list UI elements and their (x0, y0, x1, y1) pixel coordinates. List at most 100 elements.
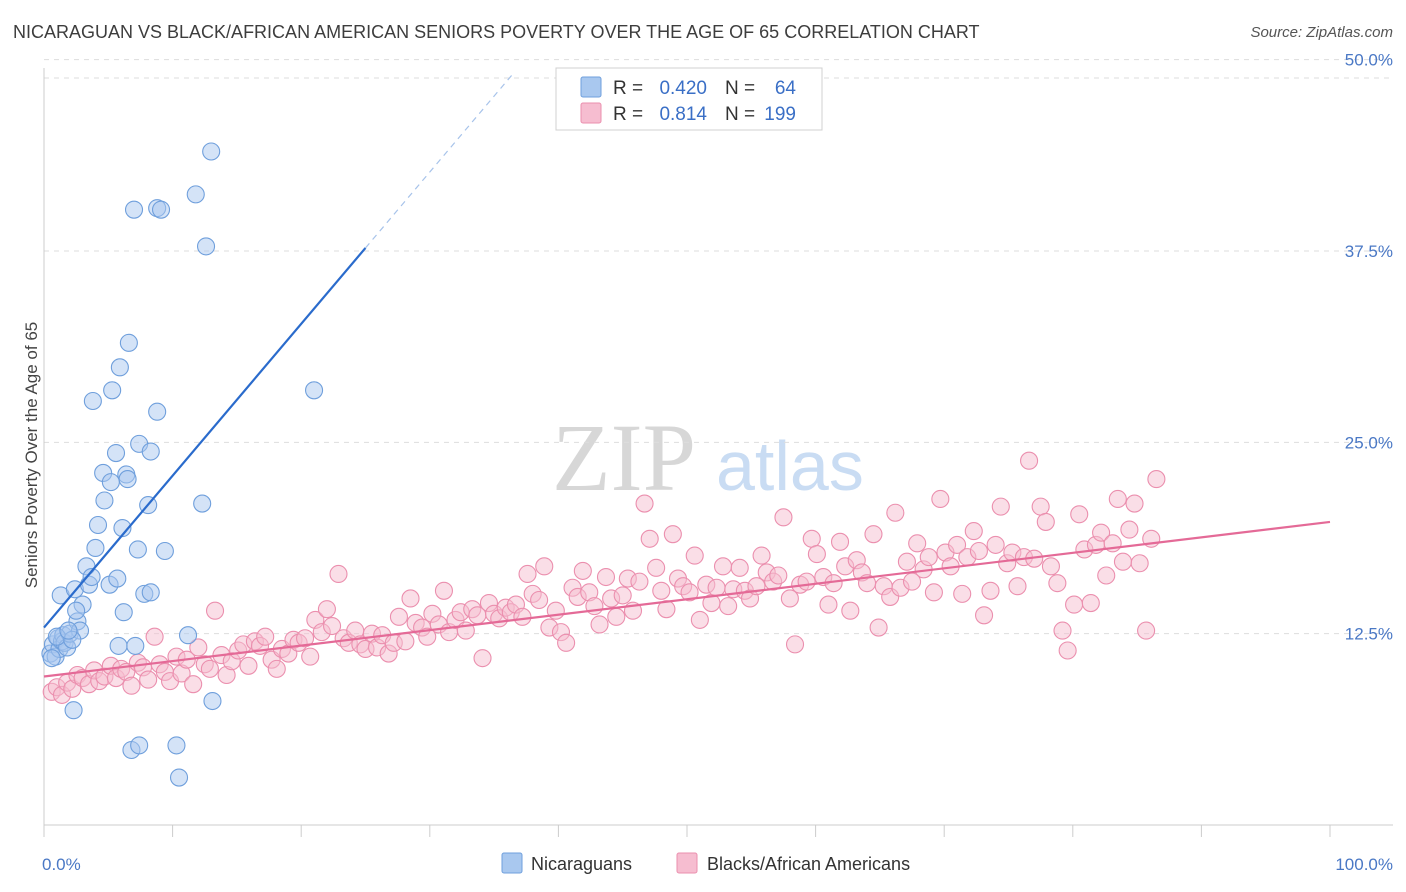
y-tick-label: 25.0% (1345, 433, 1393, 452)
blacks-point (830, 532, 850, 551)
blacks-point (969, 541, 988, 561)
blacks-point (317, 600, 336, 619)
y-axis-label: Seniors Poverty Over the Age of 65 (22, 322, 41, 588)
blacks-point (1097, 566, 1116, 585)
blacks-point (931, 489, 950, 509)
series-blacks-african-americans (42, 451, 1166, 704)
blacks-point (296, 629, 315, 648)
blacks-point (897, 552, 916, 571)
blacks-point (780, 589, 799, 608)
series-nicaraguans (41, 142, 324, 787)
blacks-point (690, 610, 709, 629)
series-legend-swatch-nicaraguans (501, 852, 523, 874)
blacks-point (518, 564, 537, 584)
blacks-point (189, 638, 208, 657)
blacks-point (964, 522, 983, 541)
blacks-point (953, 584, 972, 603)
nicaraguans-point (141, 583, 160, 602)
blacks-point (948, 535, 967, 554)
blacks-point (1020, 451, 1039, 470)
blacks-point (981, 581, 1000, 600)
blacks-point (396, 632, 415, 651)
watermark-atlas: atlas (716, 427, 864, 505)
blacks-point (1053, 621, 1072, 640)
blacks-point (1008, 577, 1027, 596)
blacks-point (924, 583, 943, 602)
blacks-point (573, 561, 592, 580)
blacks-point (652, 581, 671, 600)
nicaraguans-point (64, 701, 83, 720)
nicaraguans-point (130, 736, 149, 755)
nicaraguans-point (167, 736, 186, 755)
blacks-point (1065, 595, 1084, 614)
blacks-point (630, 572, 649, 591)
nicaraguans-point (83, 391, 102, 411)
blacks-point (864, 525, 883, 544)
blacks-point (841, 601, 860, 620)
blacks-point (919, 548, 938, 567)
nicaraguans-point (42, 649, 61, 668)
blacks-point (663, 525, 682, 544)
blacks-point (1092, 523, 1111, 542)
nicaraguans-point (108, 569, 127, 588)
blacks-point (1070, 505, 1089, 524)
nicaraguans-point (95, 491, 114, 510)
blacks-point (301, 647, 320, 666)
blacks-point (707, 578, 726, 597)
blacks-point (607, 607, 626, 626)
blacks-point (680, 583, 699, 602)
blacks-point (557, 633, 576, 652)
legend-swatch-nicaraguans (580, 76, 602, 98)
blacks-point (1031, 497, 1050, 516)
nicaraguans-point (118, 470, 137, 489)
nicaraguans-point (203, 691, 222, 711)
nicaraguans-point (155, 541, 174, 561)
nicaraguans-point (124, 200, 144, 219)
blacks-point (1081, 594, 1100, 613)
blacks-point (530, 590, 549, 610)
blacks-point (139, 670, 158, 689)
blacks-point (807, 545, 826, 564)
blacks-point (797, 572, 816, 591)
blacks-point (1125, 494, 1144, 513)
blacks-point (752, 546, 771, 565)
nicaraguans-point (151, 200, 171, 219)
nicaraguans-point (202, 142, 221, 161)
blacks-point (647, 558, 666, 577)
chart-title: NICARAGUAN VS BLACK/AFRICAN AMERICAN SEN… (13, 22, 980, 42)
y-tick-label: 12.5% (1345, 625, 1393, 644)
blacks-point (640, 529, 659, 548)
legend-swatch-blacks (580, 102, 602, 124)
blacks-point (1041, 557, 1060, 576)
blacks-point (513, 607, 532, 626)
blacks-point (267, 659, 286, 678)
blacks-point (1036, 512, 1055, 531)
series-legend-label-nicaraguans: Nicaraguans (531, 854, 632, 874)
trend-lines (43, 72, 1331, 678)
blacks-trend-line (43, 520, 1331, 678)
blacks-point (685, 546, 704, 565)
nicaraguans-point (126, 636, 145, 655)
nicaraguans-point (101, 473, 120, 492)
blacks-point (1147, 470, 1166, 489)
nicaraguans-point (169, 768, 189, 787)
legend-r-label-nicaraguans: R = (613, 78, 643, 99)
blacks-point (1120, 520, 1139, 539)
blacks-point (596, 567, 616, 587)
blacks-point (730, 558, 749, 577)
blacks-point (389, 607, 408, 626)
blacks-point (329, 564, 348, 584)
blacks-point (239, 656, 258, 675)
blacks-point (590, 615, 609, 634)
x-tick-label-max: 100.0% (1335, 855, 1393, 874)
nicaraguans-point (67, 601, 86, 620)
stats-legend: R = 0.420 N = 64 R = 0.814 N = 199 (555, 67, 823, 131)
blacks-point (713, 557, 733, 576)
blacks-point (1113, 552, 1133, 571)
blacks-point (434, 581, 453, 600)
legend-n-value-blacks: 199 (764, 104, 796, 125)
nicaraguans-point (86, 538, 105, 557)
blacks-point (200, 659, 219, 678)
y-tick-label: 37.5% (1345, 242, 1393, 261)
nicaraguans-point (114, 603, 133, 622)
